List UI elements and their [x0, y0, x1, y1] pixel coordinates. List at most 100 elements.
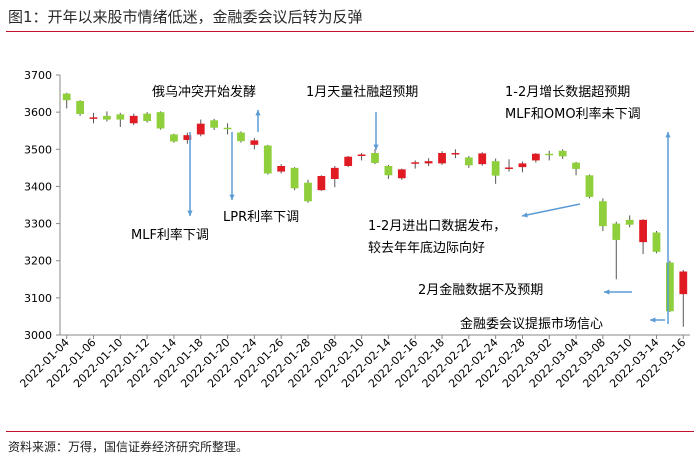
feb-financing-arrow: [604, 289, 632, 295]
annotation-lpr-cut: LPR利率下调: [223, 209, 299, 225]
candle-body: [277, 166, 286, 172]
x-axis: 2022-01-042022-01-062022-01-102022-01-12…: [17, 335, 688, 390]
candle-body: [478, 153, 487, 165]
candle-body: [464, 157, 473, 166]
candle: [371, 149, 379, 165]
arrow-head: [665, 132, 671, 138]
y-tick-label: 3100: [24, 292, 52, 305]
candle: [491, 158, 500, 184]
arrow-head: [650, 317, 656, 323]
candle: [170, 133, 178, 143]
annotation-mlf-cut: MLF利率下调: [131, 227, 209, 243]
arrow-shaft: [521, 203, 581, 217]
candle-body: [223, 127, 232, 130]
candle: [558, 149, 567, 159]
candle-body: [196, 123, 205, 135]
candle-body: [585, 175, 594, 197]
candle-body: [183, 135, 192, 140]
chart-title: 图1：开年以来股市情绪低迷，金融委会议后转为反弹: [8, 8, 363, 26]
trade-data-arrow: [521, 203, 581, 218]
annotation-trade-data-line2: 较去年年底边际向好: [368, 240, 485, 256]
candle: [210, 118, 219, 130]
y-axis: 3000 3100 3200 3300 3400 3500 3600 3700: [24, 69, 60, 342]
candle: [572, 161, 580, 176]
arrow-head: [229, 194, 235, 200]
candle-body: [290, 167, 299, 189]
candle-body: [625, 219, 634, 225]
candle: [250, 138, 259, 150]
candle: [156, 111, 165, 130]
candle-body: [143, 113, 152, 122]
annotation-fsdc-meeting: 金融委会议提振市场信心: [460, 316, 603, 332]
candle: [625, 215, 634, 228]
candle: [129, 113, 138, 126]
candle-body: [170, 134, 178, 142]
candle-body: [89, 117, 98, 119]
source-note: 资料来源：万得，国信证券经济研究所整理。: [8, 440, 249, 454]
candle: [62, 92, 71, 109]
candle: [103, 111, 111, 122]
lpr-arrow: [229, 132, 235, 200]
arrow-head: [373, 144, 379, 150]
candle-body: [518, 163, 527, 168]
candle-body: [558, 150, 567, 157]
annotation-jan-social-financing: 1月天量社融超预期: [306, 84, 418, 100]
candle-body: [250, 140, 259, 145]
candle: [357, 153, 366, 161]
candle-body: [572, 162, 580, 169]
candle-body: [491, 161, 500, 176]
candle-body: [116, 114, 125, 120]
candle-body: [652, 232, 661, 252]
candle: [612, 221, 621, 280]
candle: [237, 131, 245, 143]
source-divider: [6, 431, 694, 432]
candle-body: [237, 132, 245, 142]
candle: [505, 159, 513, 172]
annotation-growth-data-line2: MLF和OMO利率未下调: [505, 106, 641, 122]
arrow-head: [187, 210, 193, 216]
candle: [438, 151, 446, 165]
candle: [183, 132, 192, 144]
candle: [397, 168, 406, 180]
candle: [76, 100, 84, 116]
y-tick-label: 3400: [24, 180, 52, 193]
candle-body: [505, 167, 513, 169]
candle: [518, 161, 527, 173]
candle: [478, 152, 487, 166]
annotation-russia-ukraine: 俄乌冲突开始发酵: [152, 84, 256, 100]
candle-body: [438, 153, 446, 164]
candle: [679, 270, 688, 327]
candle: [89, 112, 98, 124]
candle: [424, 158, 433, 166]
y-tick-label: 3000: [24, 329, 52, 342]
fsdc-meeting-arrow: [650, 317, 665, 323]
candle: [196, 119, 205, 137]
arrow-head: [522, 212, 528, 218]
candlestick-chart: 3000 3100 3200 3300 3400 3500 3600 3700 2022-01…: [17, 69, 690, 390]
candle: [652, 231, 661, 254]
candle-body: [330, 167, 339, 179]
y-tick-label: 3500: [24, 143, 52, 156]
candle-body: [666, 262, 674, 312]
title-divider: [6, 31, 694, 32]
candle: [304, 179, 312, 203]
candle: [330, 166, 339, 188]
candle: [451, 149, 460, 159]
candle-body: [344, 156, 353, 166]
candle-body: [612, 223, 621, 240]
candle-body: [397, 169, 406, 179]
candle: [277, 164, 286, 174]
candle: [585, 174, 594, 199]
candle: [598, 198, 607, 231]
social-financing-arrow: [373, 112, 379, 150]
candle-body: [62, 93, 71, 101]
candle-body: [76, 101, 84, 114]
candle: [666, 260, 674, 312]
candle: [143, 112, 152, 123]
candle-body: [103, 115, 111, 120]
annotation-trade-data-line1: 1-2月进出口数据发布，: [368, 218, 506, 234]
candle-body: [411, 162, 420, 164]
candle-body: [424, 161, 433, 164]
y-tick-label: 3700: [24, 69, 52, 82]
candle: [384, 164, 393, 179]
